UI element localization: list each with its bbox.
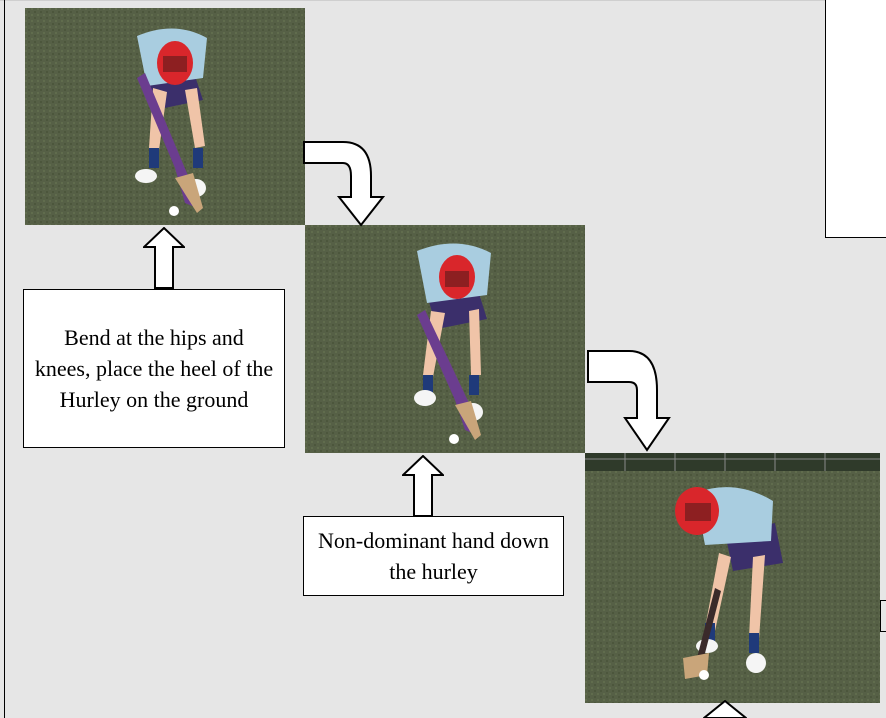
- curved-arrow-down-icon: [303, 141, 385, 227]
- caption-step-2: Non-dominant hand down the hurley: [303, 516, 564, 596]
- photo-step-2: [305, 225, 585, 453]
- photo-step-3: [585, 453, 880, 703]
- page-top-edge: [0, 0, 886, 1]
- page-left-border: [4, 0, 5, 718]
- caption-step-2-text: Non-dominant hand down the hurley: [318, 528, 549, 584]
- photo-step-1: [25, 8, 305, 225]
- up-arrow-icon: [703, 700, 747, 718]
- side-text-box: [825, 0, 886, 238]
- curved-arrow-down-icon: [587, 350, 671, 452]
- up-arrow-icon: [402, 455, 444, 517]
- caption-step-1-text: Bend at the hips and knees, place the he…: [34, 325, 274, 412]
- up-arrow-icon: [143, 227, 185, 289]
- side-bracket-mark: [880, 600, 886, 632]
- caption-step-1: Bend at the hips and knees, place the he…: [23, 289, 285, 448]
